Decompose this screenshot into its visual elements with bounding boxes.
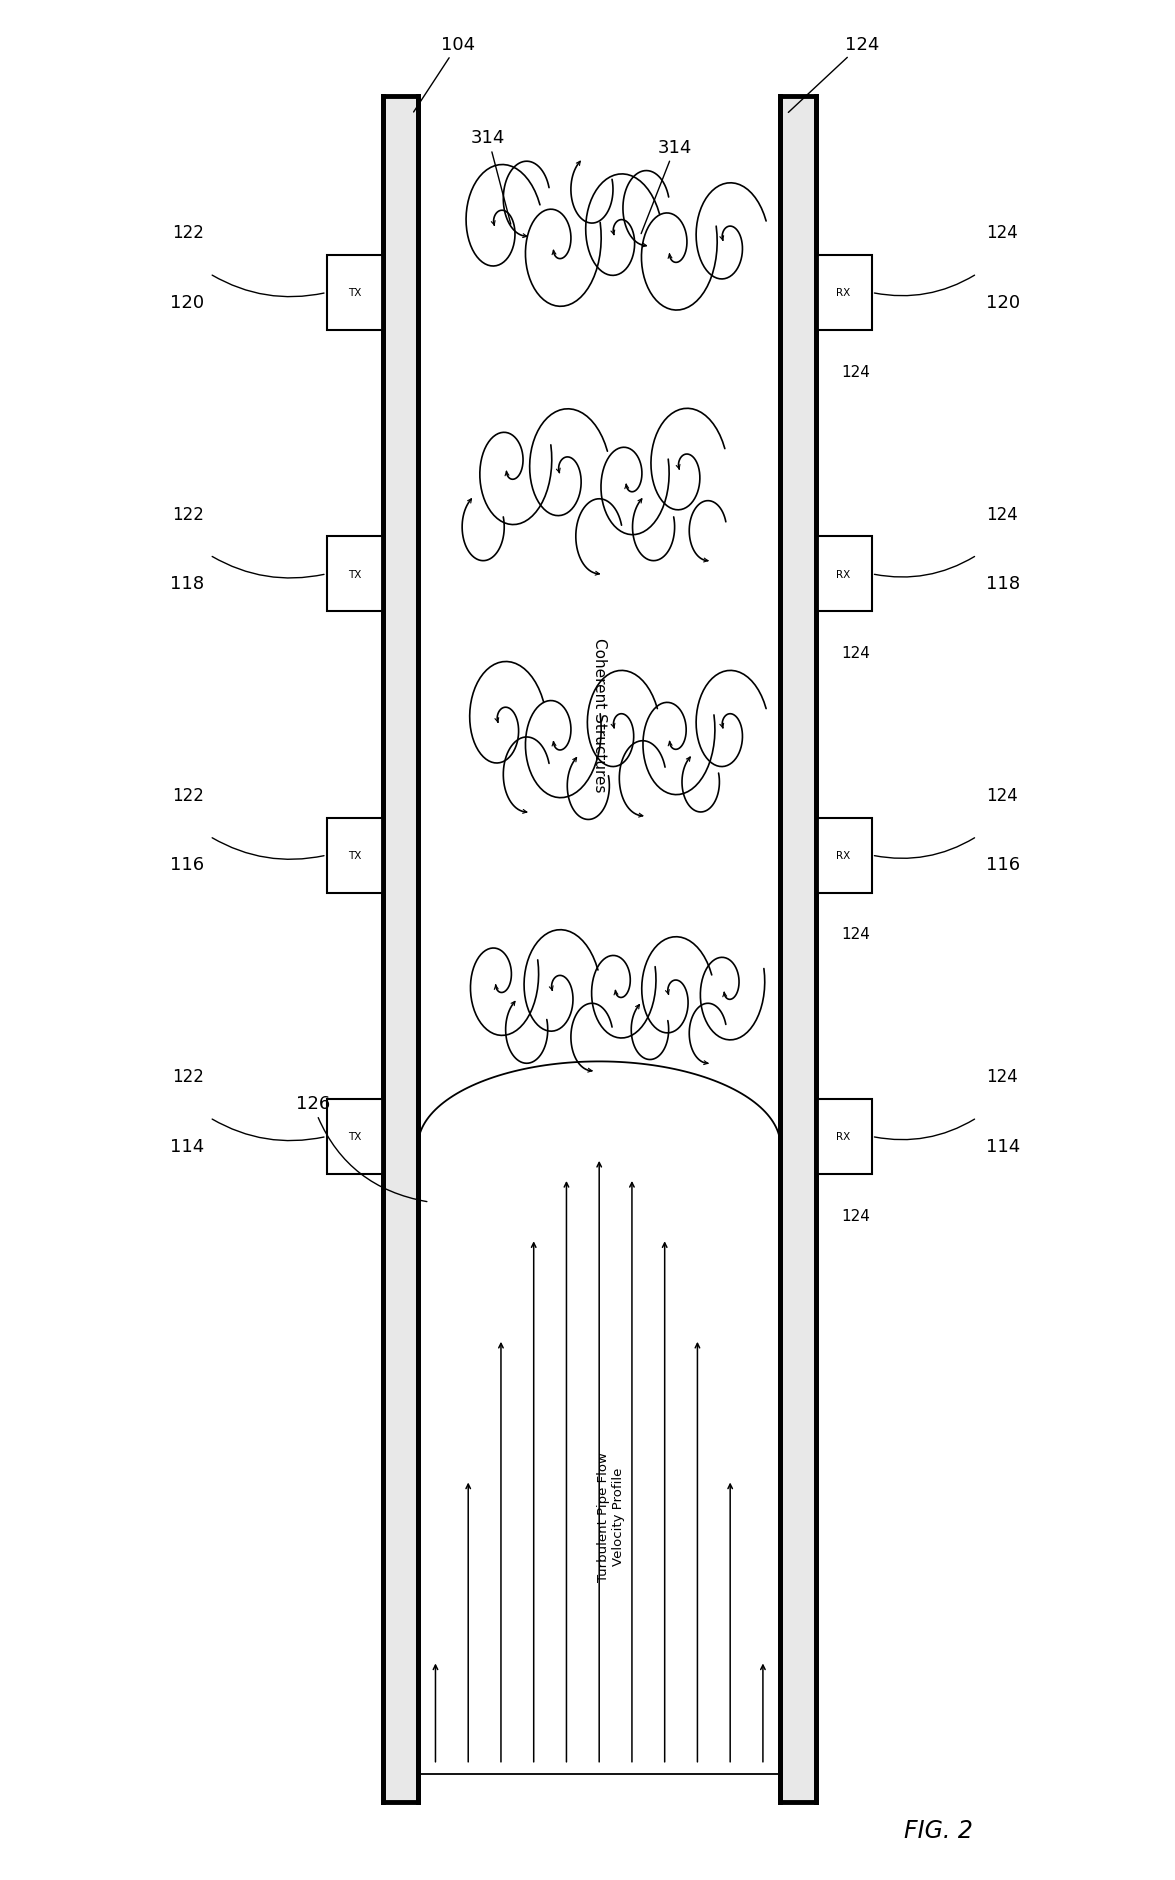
Text: 122: 122 bbox=[172, 1068, 204, 1087]
Text: RX: RX bbox=[837, 570, 851, 579]
Text: 124: 124 bbox=[788, 36, 879, 113]
Text: 314: 314 bbox=[642, 139, 692, 235]
Text: TX: TX bbox=[348, 850, 362, 861]
Text: 126: 126 bbox=[296, 1094, 427, 1201]
Text: TX: TX bbox=[348, 288, 362, 299]
Text: RX: RX bbox=[837, 1132, 851, 1141]
Text: 124: 124 bbox=[986, 506, 1018, 523]
Text: 124: 124 bbox=[841, 365, 870, 380]
Bar bbox=[327, 256, 383, 331]
Text: 124: 124 bbox=[986, 1068, 1018, 1087]
Bar bbox=[327, 818, 383, 893]
Text: RX: RX bbox=[837, 850, 851, 861]
Text: 116: 116 bbox=[986, 855, 1020, 874]
Text: FIG. 2: FIG. 2 bbox=[904, 1818, 973, 1842]
Text: 122: 122 bbox=[172, 224, 204, 243]
Text: 120: 120 bbox=[170, 293, 204, 312]
Text: Turbulent Pipe Flow
Velocity Profile: Turbulent Pipe Flow Velocity Profile bbox=[597, 1451, 625, 1581]
Bar bbox=[815, 538, 872, 613]
Text: 120: 120 bbox=[986, 293, 1020, 312]
Text: 116: 116 bbox=[170, 855, 204, 874]
Text: TX: TX bbox=[348, 1132, 362, 1141]
Bar bbox=[815, 818, 872, 893]
Text: 114: 114 bbox=[169, 1137, 204, 1154]
Text: 124: 124 bbox=[986, 786, 1018, 805]
Bar bbox=[383, 96, 418, 1803]
Bar bbox=[327, 1100, 383, 1175]
Text: TX: TX bbox=[348, 570, 362, 579]
Bar bbox=[815, 256, 872, 331]
Text: 114: 114 bbox=[986, 1137, 1021, 1154]
Text: 122: 122 bbox=[172, 506, 204, 523]
Bar bbox=[815, 1100, 872, 1175]
Text: 122: 122 bbox=[172, 786, 204, 805]
Text: 314: 314 bbox=[471, 130, 511, 226]
Text: 124: 124 bbox=[841, 645, 870, 660]
Text: RX: RX bbox=[837, 288, 851, 299]
Text: 104: 104 bbox=[414, 36, 476, 113]
Text: 118: 118 bbox=[170, 575, 204, 592]
Text: 124: 124 bbox=[986, 224, 1018, 243]
Text: Coherent Structures: Coherent Structures bbox=[592, 637, 606, 791]
Text: 124: 124 bbox=[841, 1209, 870, 1224]
Text: 124: 124 bbox=[841, 927, 870, 942]
Text: 118: 118 bbox=[986, 575, 1020, 592]
Bar bbox=[780, 96, 815, 1803]
Bar bbox=[327, 538, 383, 613]
